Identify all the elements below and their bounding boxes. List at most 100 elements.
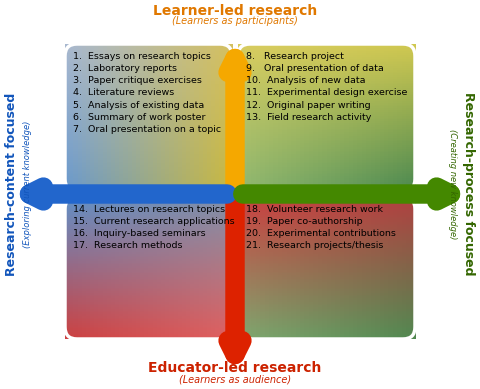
Bar (98, 135, 103, 138)
Bar (224, 88, 228, 90)
Bar (203, 159, 207, 161)
Bar (216, 56, 220, 59)
Bar (224, 205, 228, 208)
Bar (340, 212, 345, 215)
Bar (278, 317, 283, 319)
Bar (247, 143, 252, 145)
Bar (380, 319, 384, 321)
Bar (78, 250, 82, 252)
Bar (132, 73, 136, 75)
Bar (397, 326, 402, 328)
Bar (340, 102, 345, 105)
Bar (190, 294, 195, 296)
Bar (304, 185, 309, 187)
Bar (344, 257, 349, 259)
Bar (410, 200, 416, 202)
Bar (165, 250, 170, 252)
Bar (362, 106, 367, 108)
Bar (140, 124, 145, 127)
Bar (161, 329, 166, 332)
Bar (182, 113, 187, 116)
Bar (103, 293, 107, 294)
Bar (274, 322, 278, 325)
Bar (94, 166, 99, 169)
Bar (153, 185, 157, 187)
Bar (190, 239, 195, 242)
Bar (90, 209, 95, 211)
Bar (397, 75, 402, 77)
Bar (282, 324, 287, 327)
Bar (224, 221, 228, 224)
Bar (216, 289, 220, 291)
Bar (362, 315, 367, 318)
Bar (274, 62, 278, 64)
Bar (211, 248, 216, 250)
Bar (111, 187, 116, 189)
Bar (269, 326, 274, 328)
Bar (169, 123, 174, 125)
Bar (264, 108, 269, 110)
Bar (178, 252, 182, 254)
Bar (123, 250, 128, 252)
Bar (388, 223, 394, 225)
Bar (326, 133, 331, 136)
Bar (182, 46, 187, 48)
Bar (282, 225, 287, 227)
Bar (331, 170, 336, 173)
Bar (375, 287, 380, 289)
Bar (94, 115, 99, 117)
Bar (153, 126, 157, 128)
Bar (123, 88, 128, 90)
Bar (238, 88, 243, 90)
Bar (353, 53, 358, 55)
Bar (274, 324, 278, 327)
Bar (144, 322, 149, 325)
Bar (353, 181, 358, 184)
Bar (402, 172, 407, 174)
Bar (322, 163, 327, 165)
Bar (157, 221, 162, 224)
Bar (94, 181, 99, 184)
Bar (98, 321, 103, 323)
Bar (291, 216, 296, 218)
Bar (336, 58, 340, 61)
Bar (203, 203, 207, 206)
Bar (140, 216, 145, 218)
Bar (157, 273, 162, 275)
Bar (219, 315, 224, 318)
Bar (344, 282, 349, 284)
Bar (119, 141, 124, 143)
Bar (406, 219, 411, 222)
Bar (326, 268, 331, 270)
Bar (278, 198, 283, 201)
Bar (242, 104, 247, 107)
Bar (128, 174, 132, 176)
Bar (348, 44, 354, 46)
Bar (238, 236, 243, 238)
Bar (397, 113, 402, 116)
Bar (107, 241, 111, 243)
Bar (304, 319, 309, 321)
Bar (393, 189, 398, 191)
Bar (366, 110, 371, 112)
Bar (132, 60, 136, 62)
Bar (371, 73, 376, 75)
Bar (98, 252, 103, 254)
Bar (313, 301, 318, 303)
Bar (148, 152, 153, 154)
Bar (260, 123, 265, 125)
Bar (136, 232, 141, 234)
Bar (153, 331, 157, 334)
Bar (144, 250, 149, 252)
Bar (115, 158, 120, 160)
Bar (309, 328, 314, 330)
Bar (136, 329, 141, 332)
Bar (174, 289, 178, 291)
Bar (264, 289, 269, 291)
Bar (278, 260, 283, 263)
Bar (194, 135, 199, 138)
Bar (238, 60, 243, 62)
Bar (119, 227, 124, 229)
Bar (264, 198, 269, 201)
Bar (313, 150, 318, 152)
